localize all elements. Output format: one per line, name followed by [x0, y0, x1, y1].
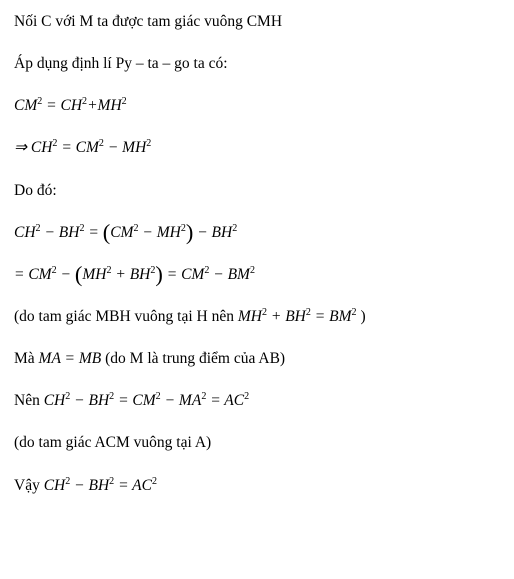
eq: =	[167, 266, 181, 283]
minus: −	[197, 224, 211, 241]
minus: −	[74, 477, 88, 494]
eq: =	[315, 308, 329, 325]
var: AC	[132, 477, 152, 494]
text: (do M là trung điểm của AB)	[105, 350, 285, 367]
line-3: Do đó:	[14, 181, 500, 201]
var: CM	[28, 266, 51, 283]
var: MH	[157, 224, 181, 241]
eq: =	[14, 266, 28, 283]
var: CH	[14, 224, 36, 241]
var: BH	[130, 266, 151, 283]
var: CM	[181, 266, 204, 283]
sq: 2	[204, 265, 209, 276]
var: BM	[329, 308, 351, 325]
line-2: Áp dụng định lí Py – ta – go ta có:	[14, 54, 500, 74]
var: MH	[122, 139, 146, 156]
line-6: Nên CH2 − BH2 = CM2 − MA2 = AC2	[14, 391, 500, 411]
var: CM	[132, 392, 155, 409]
minus: −	[142, 224, 156, 241]
sq: 2	[250, 265, 255, 276]
var: BH	[89, 392, 110, 409]
text: Vậy	[14, 477, 44, 494]
eq: =	[46, 97, 60, 114]
var: AC	[224, 392, 244, 409]
line-5: Mà MA = MB (do M là trung điểm của AB)	[14, 349, 500, 369]
var: CM	[76, 139, 99, 156]
var: BH	[89, 477, 110, 494]
plus: +	[271, 308, 285, 325]
var: BH	[59, 224, 80, 241]
var: MA	[179, 392, 201, 409]
sq: 2	[65, 475, 70, 486]
sq: 2	[52, 265, 57, 276]
var: MH	[98, 97, 122, 114]
sq: 2	[79, 223, 84, 234]
minus: −	[41, 224, 59, 241]
text: )	[360, 308, 365, 325]
formula-2: ⇒ CH2 = CM2 − MH2	[14, 138, 500, 158]
var: BM	[228, 266, 250, 283]
text: Nên	[14, 392, 44, 409]
text: Mà	[14, 350, 39, 367]
minus: −	[61, 266, 75, 283]
sq: 2	[156, 391, 161, 402]
var: MA	[39, 350, 61, 367]
eq: =	[88, 224, 102, 241]
sq: 2	[352, 307, 357, 318]
var: CH	[44, 477, 66, 494]
eq: =	[65, 350, 79, 367]
eq: =	[118, 392, 132, 409]
plus: +	[115, 266, 129, 283]
sq: 2	[306, 307, 311, 318]
formula-3: CH2 − BH2 = (CM2 − MH2) − BH2	[14, 223, 500, 243]
var: BH	[212, 224, 233, 241]
var: CH	[61, 97, 83, 114]
sq: 2	[146, 138, 151, 149]
var: CH	[44, 392, 66, 409]
minus: −	[213, 266, 227, 283]
var: CH	[31, 139, 53, 156]
sq: 2	[52, 138, 57, 149]
sq: 2	[232, 223, 237, 234]
line-4: (do tam giác MBH vuông tại H nên MH2 + B…	[14, 307, 500, 327]
var: CM	[14, 97, 37, 114]
rparen: )	[186, 219, 193, 244]
imply: ⇒	[14, 139, 31, 156]
line-7: (do tam giác ACM vuông tại A)	[14, 433, 500, 453]
sq: 2	[201, 391, 206, 402]
sq: 2	[37, 96, 42, 107]
formula-4: = CM2 − (MH2 + BH2) = CM2 − BM2	[14, 265, 500, 285]
eq: =	[210, 392, 224, 409]
minus: −	[74, 392, 88, 409]
sq: 2	[133, 223, 138, 234]
formula-1: CM2 = CH2+MH2	[14, 96, 500, 116]
line-1: Nối C với M ta được tam giác vuông CMH	[14, 12, 500, 32]
eq: =	[118, 477, 132, 494]
var: MH	[82, 266, 106, 283]
rparen: )	[155, 262, 162, 287]
var: CM	[110, 224, 133, 241]
sq: 2	[65, 391, 70, 402]
sq: 2	[99, 138, 104, 149]
text: (do tam giác MBH vuông tại H nên	[14, 308, 238, 325]
sq: 2	[109, 391, 114, 402]
sq: 2	[244, 391, 249, 402]
line-8: Vậy CH2 − BH2 = AC2	[14, 476, 500, 496]
var: MH	[238, 308, 262, 325]
var: BH	[285, 308, 306, 325]
sq: 2	[262, 307, 267, 318]
sq: 2	[122, 96, 127, 107]
sq: 2	[109, 475, 114, 486]
sq: 2	[152, 475, 157, 486]
minus: −	[108, 139, 122, 156]
minus: −	[165, 392, 179, 409]
var: MB	[79, 350, 101, 367]
sq: 2	[106, 265, 111, 276]
eq: =	[61, 139, 75, 156]
plus: +	[87, 97, 97, 114]
